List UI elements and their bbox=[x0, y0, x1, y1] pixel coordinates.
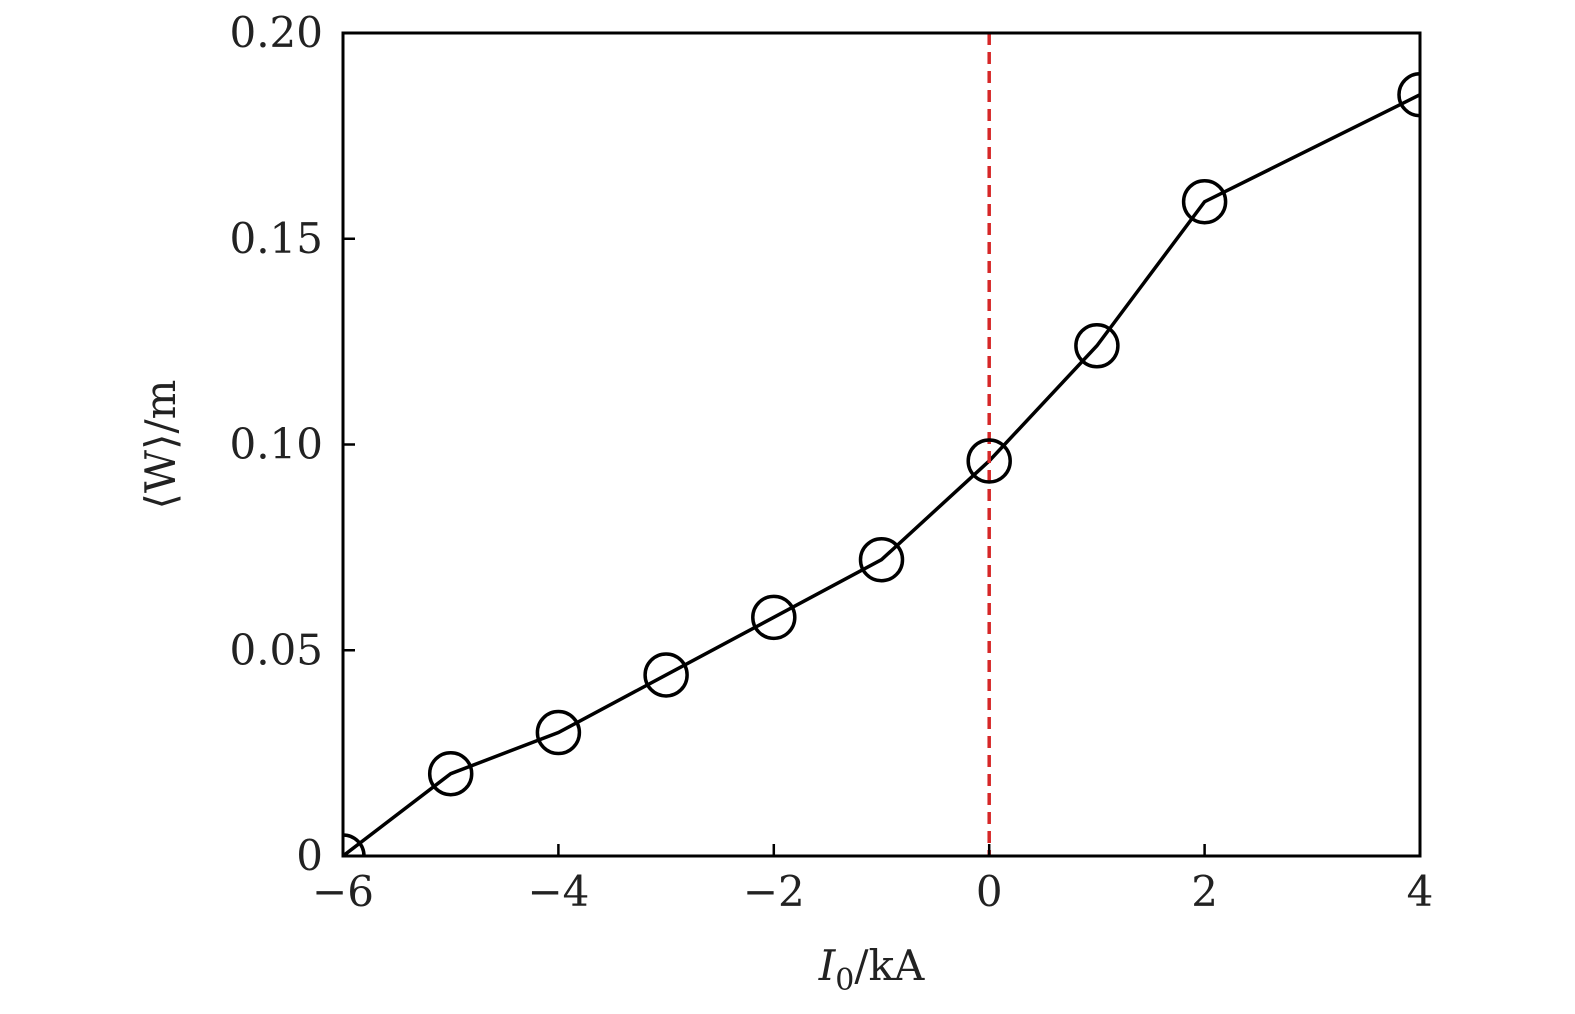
x-axis-label-sub: 0 bbox=[835, 963, 854, 998]
data-point bbox=[751, 594, 797, 641]
y-tick-label: 0.05 bbox=[229, 625, 323, 674]
x-tick-label: 2 bbox=[1191, 867, 1218, 916]
data-point bbox=[1397, 71, 1420, 118]
plot-area bbox=[343, 33, 1420, 856]
y-tick-label: 0.15 bbox=[229, 214, 323, 263]
series-line bbox=[343, 93, 1420, 856]
x-axis-label: I0/kA bbox=[818, 941, 925, 998]
x-tick-label: 0 bbox=[976, 867, 1003, 916]
x-tick-label: −2 bbox=[743, 867, 805, 916]
plot-marks bbox=[343, 33, 1420, 856]
data-point bbox=[1181, 178, 1228, 225]
data-point bbox=[1074, 322, 1120, 369]
data-point bbox=[858, 536, 905, 583]
y-tick-label: 0.20 bbox=[229, 8, 323, 57]
data-point bbox=[427, 750, 474, 797]
plot-frame bbox=[341, 31, 1422, 858]
y-tick-label: 0 bbox=[296, 831, 323, 880]
data-point bbox=[966, 438, 1012, 484]
data-point bbox=[643, 652, 689, 698]
y-axis-label: ⟨W⟩/m bbox=[136, 380, 185, 510]
x-axis-label-main: I bbox=[818, 941, 837, 990]
x-tick-label: −4 bbox=[527, 867, 589, 916]
y-tick-label: 0.10 bbox=[229, 420, 323, 469]
x-tick-label: 4 bbox=[1407, 867, 1434, 916]
x-tick-label: −6 bbox=[312, 867, 374, 916]
axis-ticks: −6 −4 −2 0 2 4 0 0.05 0.10 0.15 0.20 bbox=[229, 8, 1433, 916]
data-point bbox=[535, 709, 582, 756]
x-axis-label-unit: /kA bbox=[854, 941, 925, 990]
